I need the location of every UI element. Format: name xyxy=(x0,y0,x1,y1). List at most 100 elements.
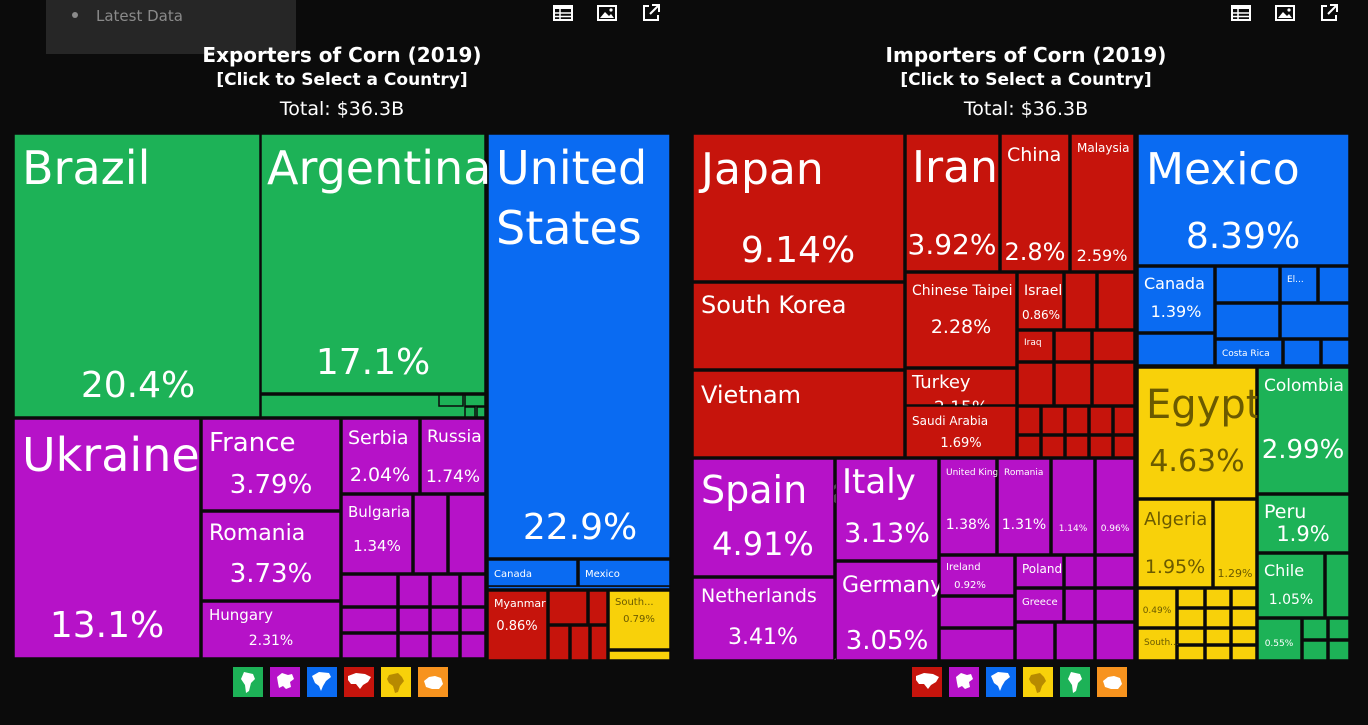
treemap-cell-other[interactable] xyxy=(1215,266,1280,303)
treemap-cell-other[interactable] xyxy=(1325,553,1350,618)
treemap-cell-other[interactable] xyxy=(1205,628,1231,645)
treemap-cell-russia[interactable]: Russia 1.74% xyxy=(420,418,486,494)
treemap-cell-other[interactable] xyxy=(460,607,486,633)
treemap-cell-other[interactable] xyxy=(430,574,460,607)
importers-legend-north-america[interactable] xyxy=(986,667,1016,697)
table-icon[interactable] xyxy=(1230,2,1252,24)
importers-legend-asia[interactable] xyxy=(912,667,942,697)
treemap-rect[interactable] xyxy=(14,418,201,659)
treemap-cell-other[interactable] xyxy=(939,596,1015,628)
treemap-cell-other[interactable] xyxy=(1017,362,1054,406)
treemap-cell-other[interactable] xyxy=(460,574,486,607)
treemap-cell-0-96[interactable]: 0.96% xyxy=(1095,458,1135,555)
importers-legend-south-america[interactable] xyxy=(1060,667,1090,697)
treemap-cell-other[interactable] xyxy=(1055,622,1095,660)
treemap-rect[interactable] xyxy=(1280,266,1318,303)
treemap-cell-other[interactable] xyxy=(1113,435,1135,458)
treemap-rect[interactable] xyxy=(487,559,578,587)
treemap-cell-chinese-taipei[interactable]: Chinese Taipei 2.28% xyxy=(905,272,1017,368)
image-icon[interactable] xyxy=(596,2,618,24)
treemap-cell-other[interactable] xyxy=(1064,555,1095,588)
treemap-cell-vietnam[interactable]: Vietnam5.32% xyxy=(693,370,905,660)
importers-legend-africa[interactable] xyxy=(1023,667,1053,697)
treemap-cell-argentina[interactable]: Argentina 17.1% xyxy=(260,134,491,394)
treemap-cell-other[interactable] xyxy=(1302,640,1328,660)
treemap-cell-other[interactable] xyxy=(1065,406,1089,435)
treemap-cell-other[interactable] xyxy=(548,625,570,660)
treemap-cell-0-49[interactable]: 0.49% xyxy=(1137,588,1177,628)
treemap-cell-israel[interactable]: Israel 0.86% xyxy=(1017,272,1064,330)
treemap-cell-iran[interactable]: Iran 3.92% xyxy=(905,134,1000,272)
treemap-cell-other[interactable] xyxy=(1054,330,1092,362)
treemap-cell-serbia[interactable]: Serbia 2.04% xyxy=(341,418,420,494)
importers-legend-europe[interactable] xyxy=(949,667,979,697)
treemap-rect[interactable] xyxy=(1015,555,1064,588)
treemap-cell-ukraine[interactable]: Ukraine 13.1% xyxy=(14,418,201,659)
treemap-cell-other[interactable] xyxy=(1054,362,1092,406)
treemap-rect[interactable] xyxy=(905,368,1017,406)
treemap-cell-other[interactable] xyxy=(476,406,486,418)
treemap-cell-south[interactable]: South... xyxy=(1137,628,1179,660)
treemap-cell-china[interactable]: China 2.8% xyxy=(1000,134,1070,272)
treemap-rect[interactable] xyxy=(1095,458,1135,555)
treemap-cell-iraq[interactable]: Iraq xyxy=(1017,330,1054,362)
treemap-rect[interactable] xyxy=(939,458,997,555)
treemap-cell-other[interactable] xyxy=(548,590,588,625)
treemap-cell-other[interactable] xyxy=(464,394,486,407)
treemap-cell-germany[interactable]: Germany 3.05% xyxy=(835,561,943,660)
treemap-cell-other[interactable] xyxy=(1231,588,1257,608)
treemap-rect[interactable] xyxy=(201,601,341,659)
treemap-rect[interactable] xyxy=(1015,588,1064,622)
nav-item-latest-data[interactable]: Latest Data xyxy=(72,7,183,25)
treemap-cell-romania[interactable]: Romania 1.31% xyxy=(997,458,1051,555)
treemap-cell-italy[interactable]: Italy 3.13% xyxy=(835,458,939,561)
treemap-rect[interactable] xyxy=(905,134,1000,272)
treemap-cell-netherlands[interactable]: Netherlands 3.41% xyxy=(693,577,835,660)
treemap-cell-other[interactable] xyxy=(438,394,464,407)
treemap-cell-other[interactable] xyxy=(398,607,430,633)
treemap-cell-0-55[interactable]: 0.55% xyxy=(1257,618,1302,660)
treemap-cell-other[interactable] xyxy=(1215,303,1280,339)
treemap-cell-other[interactable] xyxy=(341,607,398,633)
treemap-rect[interactable] xyxy=(1017,330,1054,362)
treemap-cell-other[interactable] xyxy=(1205,608,1231,628)
treemap-cell-egypt[interactable]: Egypt 4.63% xyxy=(1137,367,1261,499)
treemap-rect[interactable] xyxy=(1070,134,1135,272)
treemap-cell-bulgaria[interactable]: Bulgaria 1.34% xyxy=(341,494,413,574)
treemap-cell-france[interactable]: France 3.79% xyxy=(201,418,341,511)
treemap-cell-united-states[interactable]: United States 22.9% xyxy=(487,134,671,559)
treemap-rect[interactable] xyxy=(420,418,486,494)
treemap-rect[interactable] xyxy=(939,555,1015,596)
treemap-cell-other[interactable] xyxy=(1231,608,1257,628)
treemap-cell-other[interactable] xyxy=(1177,628,1205,645)
treemap-rect[interactable] xyxy=(341,494,413,574)
treemap-rect[interactable] xyxy=(693,282,905,370)
treemap-cell-brazil[interactable]: Brazil 20.4% xyxy=(14,134,261,418)
treemap-cell-other[interactable] xyxy=(1092,362,1135,406)
treemap-cell-other[interactable] xyxy=(1095,588,1135,622)
treemap-cell-algeria[interactable]: Algeria 1.95% xyxy=(1137,499,1213,588)
treemap-rect[interactable] xyxy=(1215,339,1283,366)
exporters-legend-asia[interactable] xyxy=(344,667,374,697)
treemap-cell-colombia[interactable]: Colombia 2.99% xyxy=(1257,367,1350,494)
image-icon[interactable] xyxy=(1274,2,1296,24)
treemap-rect[interactable] xyxy=(1137,628,1177,660)
treemap-cell-other[interactable] xyxy=(1177,645,1205,660)
treemap-rect[interactable] xyxy=(835,458,939,561)
treemap-cell-other[interactable] xyxy=(1095,555,1135,588)
treemap-cell-other[interactable] xyxy=(1283,339,1321,366)
treemap-cell-other[interactable] xyxy=(1064,588,1095,622)
treemap-cell-other[interactable] xyxy=(460,633,486,659)
exporters-legend-north-america[interactable] xyxy=(307,667,337,697)
exporters-legend-africa[interactable] xyxy=(381,667,411,697)
treemap-cell-other[interactable] xyxy=(1041,406,1065,435)
treemap-cell-1-29[interactable]: 1.29% xyxy=(1213,499,1257,588)
treemap-cell-other[interactable] xyxy=(398,574,430,607)
treemap-cell-other[interactable] xyxy=(1205,588,1231,608)
treemap-cell-other[interactable] xyxy=(1177,608,1205,628)
treemap-cell-malaysia[interactable]: Malaysia 2.59% xyxy=(1070,134,1135,272)
treemap-cell-other[interactable] xyxy=(1205,645,1231,660)
treemap-rect[interactable] xyxy=(1137,588,1177,628)
treemap-rect[interactable] xyxy=(14,134,261,418)
